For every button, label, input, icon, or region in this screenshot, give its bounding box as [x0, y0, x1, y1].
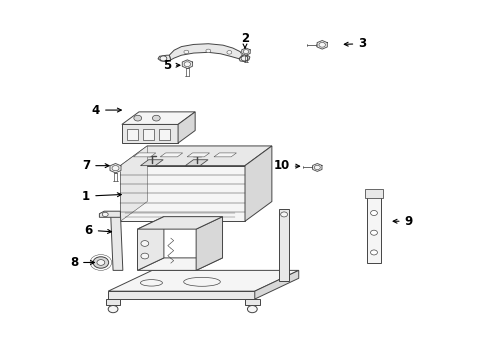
- Polygon shape: [242, 48, 250, 55]
- Circle shape: [319, 42, 325, 47]
- Circle shape: [370, 250, 377, 255]
- Polygon shape: [106, 299, 121, 305]
- Polygon shape: [159, 130, 170, 140]
- Text: 9: 9: [393, 215, 413, 228]
- Text: 3: 3: [344, 37, 367, 50]
- Circle shape: [141, 253, 149, 259]
- Polygon shape: [127, 130, 138, 140]
- Polygon shape: [245, 146, 272, 221]
- Ellipse shape: [184, 277, 220, 286]
- Circle shape: [247, 306, 257, 313]
- Polygon shape: [245, 299, 260, 305]
- Circle shape: [370, 230, 377, 235]
- Text: 8: 8: [70, 256, 95, 269]
- Polygon shape: [239, 55, 250, 62]
- Polygon shape: [313, 163, 322, 171]
- Polygon shape: [214, 153, 237, 157]
- Text: 1: 1: [82, 190, 122, 203]
- Polygon shape: [365, 189, 383, 198]
- Circle shape: [315, 165, 320, 170]
- Text: 6: 6: [84, 224, 112, 237]
- Polygon shape: [187, 153, 210, 157]
- Polygon shape: [138, 217, 222, 229]
- Polygon shape: [367, 193, 381, 263]
- Polygon shape: [122, 125, 178, 143]
- Circle shape: [227, 50, 232, 54]
- Polygon shape: [133, 153, 156, 157]
- Polygon shape: [141, 160, 163, 166]
- Polygon shape: [121, 166, 245, 221]
- Ellipse shape: [141, 280, 162, 286]
- Text: 2: 2: [241, 32, 249, 48]
- Text: 10: 10: [273, 159, 299, 172]
- Circle shape: [244, 50, 248, 54]
- Polygon shape: [178, 112, 195, 143]
- Circle shape: [134, 115, 142, 121]
- Polygon shape: [279, 209, 289, 281]
- Text: 5: 5: [163, 59, 180, 72]
- Polygon shape: [111, 213, 123, 270]
- Polygon shape: [110, 163, 121, 173]
- Circle shape: [112, 166, 119, 171]
- Polygon shape: [99, 211, 121, 217]
- Circle shape: [184, 62, 191, 67]
- Circle shape: [93, 257, 109, 268]
- Circle shape: [184, 50, 189, 54]
- Polygon shape: [138, 258, 222, 270]
- Polygon shape: [158, 55, 171, 62]
- Polygon shape: [196, 217, 222, 270]
- Polygon shape: [108, 291, 255, 299]
- Polygon shape: [317, 41, 327, 49]
- Polygon shape: [185, 160, 208, 166]
- Circle shape: [108, 306, 118, 313]
- Polygon shape: [138, 217, 164, 270]
- Circle shape: [281, 212, 288, 217]
- Text: 4: 4: [92, 104, 121, 117]
- Polygon shape: [160, 153, 183, 157]
- Circle shape: [141, 240, 149, 246]
- Polygon shape: [121, 146, 272, 166]
- Circle shape: [370, 211, 377, 216]
- Polygon shape: [122, 112, 195, 125]
- Circle shape: [206, 49, 211, 53]
- Circle shape: [102, 212, 108, 217]
- Polygon shape: [121, 146, 147, 221]
- Circle shape: [241, 56, 248, 61]
- Polygon shape: [169, 44, 243, 60]
- Polygon shape: [108, 270, 299, 291]
- Polygon shape: [143, 130, 154, 140]
- Circle shape: [160, 56, 167, 61]
- Text: 7: 7: [82, 159, 109, 172]
- Circle shape: [97, 260, 105, 265]
- Circle shape: [152, 115, 160, 121]
- Polygon shape: [255, 270, 299, 299]
- Polygon shape: [182, 60, 193, 68]
